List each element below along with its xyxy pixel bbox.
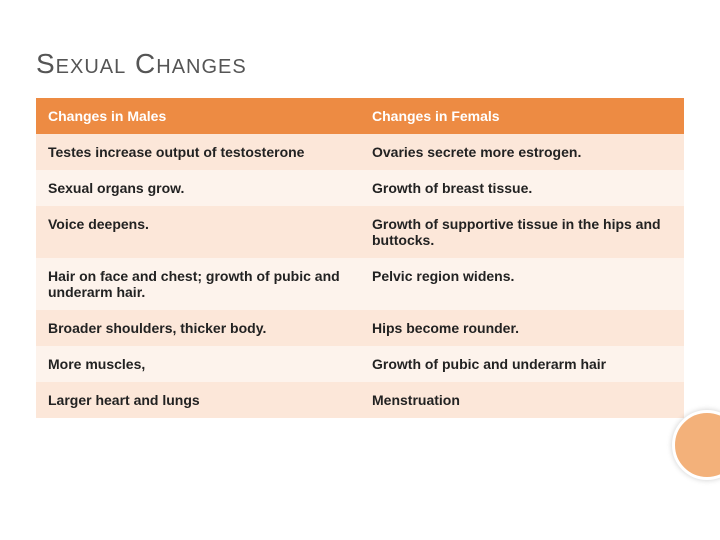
page-title: Sexual Changes bbox=[36, 48, 684, 80]
accent-circle-icon bbox=[672, 410, 720, 480]
cell-males: Voice deepens. bbox=[36, 206, 360, 258]
cell-females: Menstruation bbox=[360, 382, 684, 418]
table-row: Sexual organs grow. Growth of breast tis… bbox=[36, 170, 684, 206]
cell-males: More muscles, bbox=[36, 346, 360, 382]
cell-females: Growth of breast tissue. bbox=[360, 170, 684, 206]
table-row: Voice deepens. Growth of supportive tiss… bbox=[36, 206, 684, 258]
cell-females: Ovaries secrete more estrogen. bbox=[360, 134, 684, 170]
table-header-row: Changes in Males Changes in Femals bbox=[36, 98, 684, 134]
cell-females: Growth of pubic and underarm hair bbox=[360, 346, 684, 382]
table-row: Testes increase output of testosterone O… bbox=[36, 134, 684, 170]
cell-males: Broader shoulders, thicker body. bbox=[36, 310, 360, 346]
changes-table: Changes in Males Changes in Femals Teste… bbox=[36, 98, 684, 418]
cell-males: Larger heart and lungs bbox=[36, 382, 360, 418]
cell-males: Sexual organs grow. bbox=[36, 170, 360, 206]
cell-females: Pelvic region widens. bbox=[360, 258, 684, 310]
cell-females: Growth of supportive tissue in the hips … bbox=[360, 206, 684, 258]
cell-females: Hips become rounder. bbox=[360, 310, 684, 346]
slide: Sexual Changes Changes in Males Changes … bbox=[0, 0, 720, 540]
table-row: Larger heart and lungs Menstruation bbox=[36, 382, 684, 418]
table-row: Broader shoulders, thicker body. Hips be… bbox=[36, 310, 684, 346]
col-header-males: Changes in Males bbox=[36, 98, 360, 134]
cell-males: Hair on face and chest; growth of pubic … bbox=[36, 258, 360, 310]
table-row: Hair on face and chest; growth of pubic … bbox=[36, 258, 684, 310]
col-header-females: Changes in Femals bbox=[360, 98, 684, 134]
cell-males: Testes increase output of testosterone bbox=[36, 134, 360, 170]
table-row: More muscles, Growth of pubic and undera… bbox=[36, 346, 684, 382]
